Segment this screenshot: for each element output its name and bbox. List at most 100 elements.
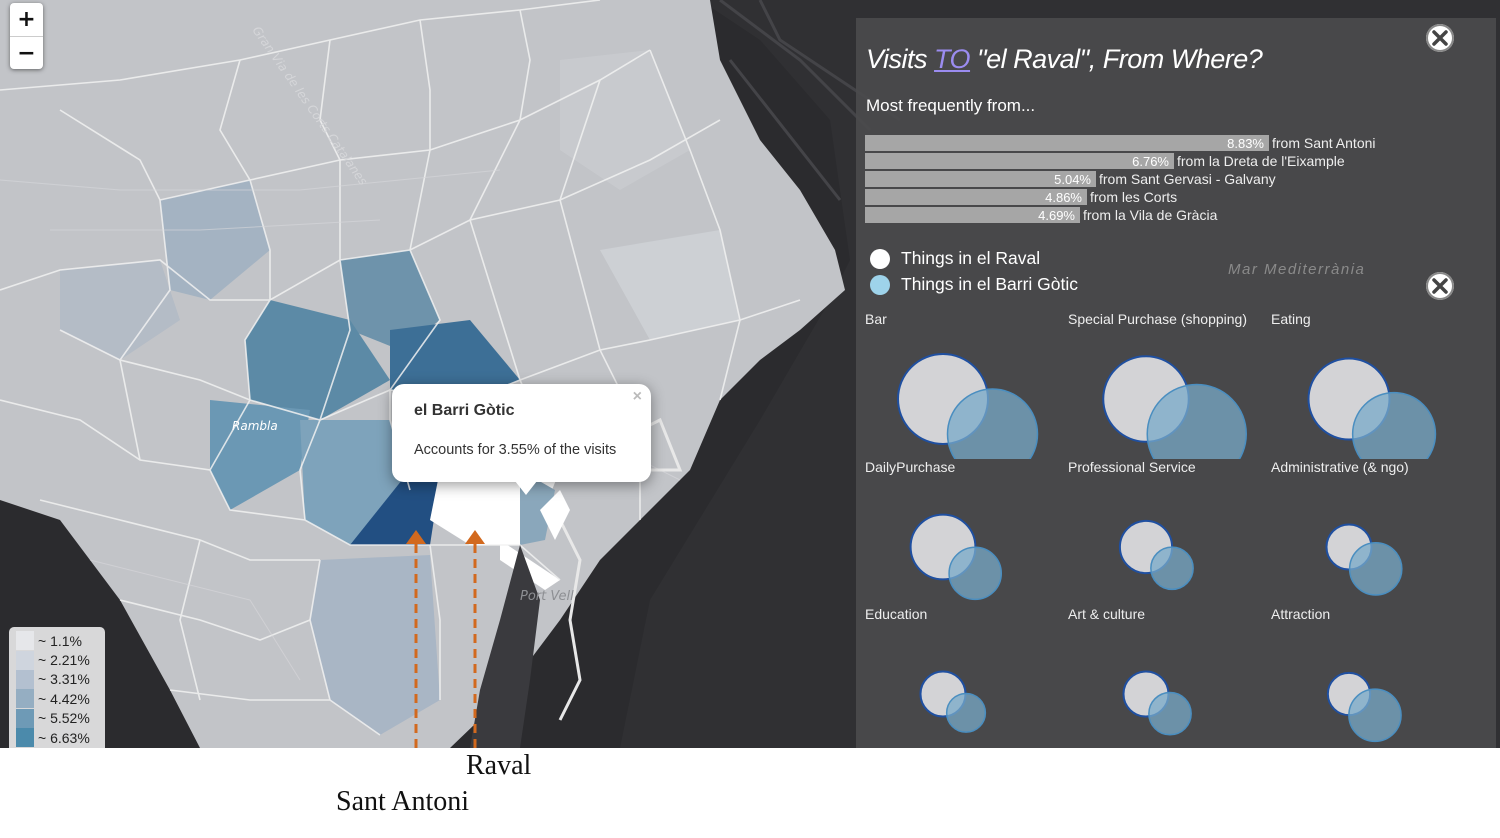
origin-bar: 4.69% <box>865 207 1080 223</box>
origin-bar: 5.04% <box>865 171 1096 187</box>
category-label: Bar <box>865 311 887 327</box>
legend-label: ~ 6.63% <box>38 729 90 746</box>
key-dot-icon <box>870 248 890 269</box>
sant-antoni-district <box>350 470 440 545</box>
legend-label: ~ 2.21% <box>38 652 90 669</box>
origin-bar-label: from les Corts <box>1090 189 1178 205</box>
origin-bar: 8.83% <box>865 135 1269 151</box>
street-label-port-vell: Port Vell <box>520 589 574 604</box>
legend-label: ~ 4.42% <box>38 690 90 707</box>
district-shade <box>340 250 440 350</box>
close-icon <box>1432 278 1448 294</box>
panel-close-button[interactable] <box>1426 24 1454 52</box>
key-label: Things in el Raval <box>901 248 1041 268</box>
category-label: DailyPurchase <box>865 459 956 475</box>
legend-swatch <box>16 689 34 709</box>
district-popup: el Barri Gòtic Accounts for 3.55% of the… <box>392 384 651 482</box>
gotic-circle[interactable] <box>945 692 987 733</box>
legend-label: ~ 1.1% <box>38 632 82 649</box>
gotic-circle[interactable] <box>1351 391 1437 459</box>
category-label: Special Purchase (shopping) <box>1068 311 1247 327</box>
legend-item: ~ 2.21% <box>16 650 105 670</box>
origin-bar-label: from Sant Antoni <box>1272 135 1376 151</box>
gotic-circle[interactable] <box>1348 688 1402 743</box>
close-icon <box>1432 30 1448 46</box>
key-dot-icon <box>870 274 890 295</box>
popup-tip <box>515 481 537 495</box>
origin-bar-label: from Sant Gervasi - Galvany <box>1099 171 1276 187</box>
key-label: Things in el Barri Gòtic <box>901 274 1079 294</box>
origin-bar-row[interactable]: 8.83% from Sant Antoni <box>865 135 1376 151</box>
legend-item: ~ 3.31% <box>16 669 105 689</box>
category-venn <box>1307 357 1437 459</box>
origin-bar-row[interactable]: 6.76% from la Dreta de l'Eixample <box>865 153 1345 169</box>
origin-bar-row[interactable]: 5.04% from Sant Gervasi - Galvany <box>865 171 1276 187</box>
sea-label: Mar Mediterrània <box>1228 261 1366 278</box>
category-venn <box>1122 670 1192 736</box>
port-area <box>470 545 540 748</box>
legend-swatch <box>16 650 34 670</box>
popup-close-button[interactable]: × <box>632 388 642 405</box>
gotic-circle[interactable] <box>1150 546 1194 591</box>
category-label: Eating <box>1271 311 1311 327</box>
legend-swatch <box>16 631 34 651</box>
map-view[interactable]: Gran Via de les Corts Catalanes Port Vel… <box>0 0 1500 748</box>
district-shade <box>390 320 520 400</box>
category-venn <box>1325 523 1403 596</box>
gotic-circle[interactable] <box>1146 383 1247 460</box>
origin-bar: 6.76% <box>865 153 1174 169</box>
port-pier-line <box>558 519 582 721</box>
origin-bar-label: from la Vila de Gràcia <box>1083 207 1218 223</box>
legend-item: ~ 5.52% <box>16 708 105 728</box>
gotic-circle[interactable] <box>948 546 1003 601</box>
annotation-raval: Raval <box>466 750 532 781</box>
zoom-in-button[interactable]: + <box>17 7 36 32</box>
port-pier <box>540 490 570 540</box>
district-shade <box>245 300 390 420</box>
comparison-close-button[interactable] <box>1426 272 1454 300</box>
popup-text: Accounts for 3.55% of the visits <box>414 442 617 458</box>
origin-bar-row[interactable]: 4.69% from la Vila de Gràcia <box>865 207 1217 223</box>
category-venn <box>897 353 1039 459</box>
district-shade <box>60 260 180 360</box>
district-shade <box>310 555 440 735</box>
category-label: Education <box>865 606 928 622</box>
category-venn <box>919 670 987 733</box>
category-venn <box>1118 519 1194 591</box>
street-label-rambla: Rambla <box>232 419 278 433</box>
map-legend: ~ 1.1% ~ 2.21% ~ 3.31% ~ 4.42% ~ 5.52% ~ 6.63… <box>9 627 105 748</box>
gotic-circle[interactable] <box>1348 542 1403 596</box>
key-item: Things in el Raval <box>870 248 1040 269</box>
visits-panel: Visits TO "el Raval", From Where? Most f… <box>856 18 1496 748</box>
legend-label: ~ 3.31% <box>38 671 90 688</box>
zoom-out-button[interactable]: − <box>10 36 43 69</box>
gotic-circle[interactable] <box>946 388 1039 459</box>
legend-swatch <box>16 728 34 748</box>
district-shade <box>600 230 740 340</box>
gotic-circle[interactable] <box>1148 691 1192 736</box>
origin-bar: 4.86% <box>865 189 1087 205</box>
origin-bar-row[interactable]: 4.86% from les Corts <box>865 189 1177 205</box>
legend-swatch <box>16 669 34 689</box>
legend-item: ~ 1.1% <box>16 631 105 651</box>
direction-toggle-link[interactable]: TO <box>934 44 971 74</box>
panel-title-suffix: "el Raval", From Where? <box>970 44 1263 74</box>
annotation-sant-antoni: Sant Antoni <box>336 786 470 817</box>
zoom-control: + − <box>10 3 43 69</box>
key-item: Things in el Barri Gòtic <box>870 274 1078 295</box>
category-venn <box>1326 671 1402 743</box>
category-label: Art & culture <box>1068 606 1146 622</box>
legend-label: ~ 5.52% <box>38 710 90 727</box>
panel-title: Visits TO "el Raval", From Where? <box>866 44 1263 75</box>
category-label: Attraction <box>1271 606 1331 622</box>
legend-item: ~ 4.42% <box>16 689 105 709</box>
category-venn <box>909 513 1003 601</box>
origin-bar-label: from la Dreta de l'Eixample <box>1177 153 1345 169</box>
category-label: Administrative (& ngo) <box>1271 459 1409 475</box>
panel-subtitle: Most frequently from... <box>866 96 1036 115</box>
category-venn <box>1102 355 1247 460</box>
legend-item: ~ 6.63% <box>16 728 105 748</box>
panel-title-prefix: Visits <box>866 44 935 74</box>
district-shade <box>160 180 270 300</box>
